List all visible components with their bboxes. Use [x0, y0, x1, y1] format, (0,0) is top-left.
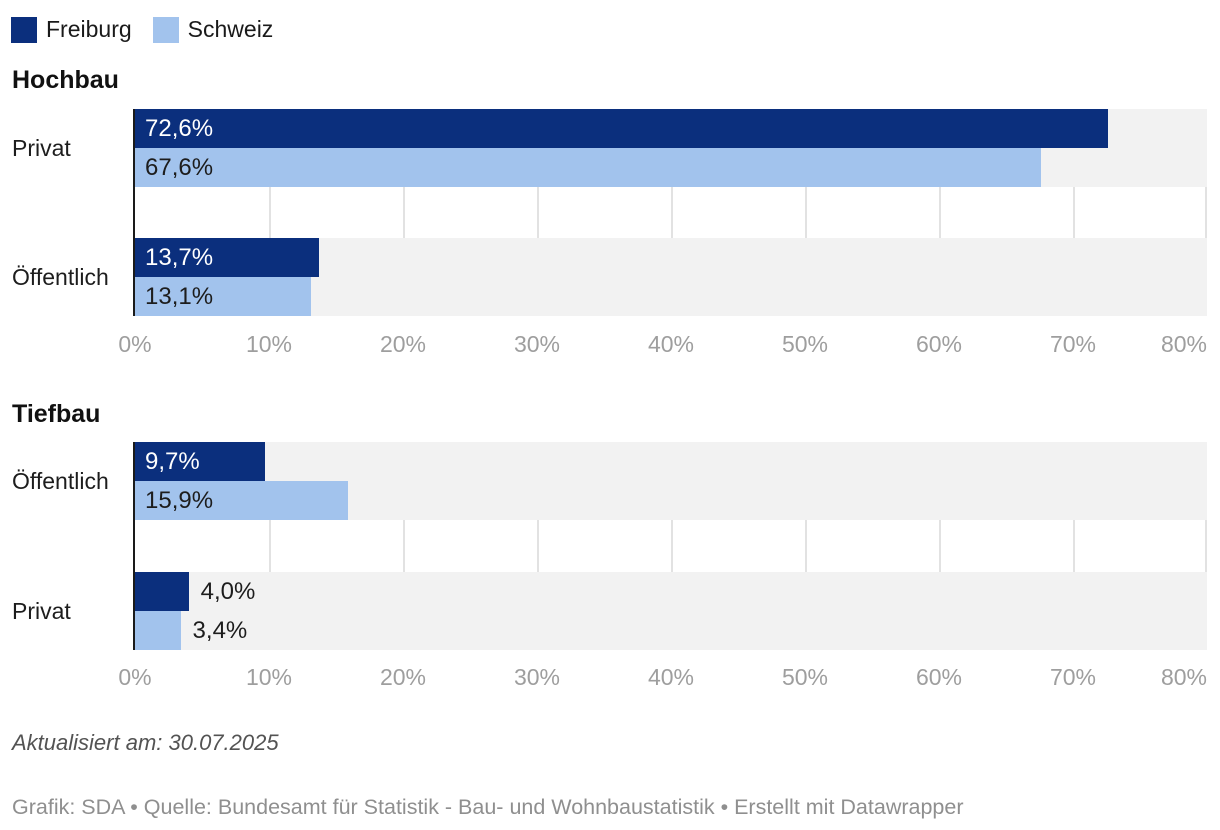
category-label-oeffentlich: Öffentlich: [12, 468, 109, 494]
gridline: [671, 442, 673, 650]
gridline: [939, 442, 941, 650]
x-axis-tick-label: 0%: [118, 664, 152, 690]
x-axis-tick-label: 30%: [513, 331, 561, 357]
x-axis-tick-label: 60%: [915, 664, 963, 690]
gridline: [1073, 442, 1075, 650]
row-band-privat: 72,6% 67,6%: [135, 109, 1207, 187]
gridline: [1205, 109, 1207, 316]
x-axis-tick-label: 10%: [245, 331, 293, 357]
bar-freiburg-oeffentlich: 9,7%: [135, 442, 265, 481]
x-axis-tick-label: 60%: [915, 331, 963, 357]
bar-schweiz-oeffentlich: 15,9%: [135, 481, 349, 520]
legend-item-freiburg: Freiburg: [11, 16, 132, 43]
row-band-privat: 4,0% 3,4%: [135, 572, 1207, 650]
x-axis-tick-label: 30%: [513, 664, 561, 690]
y-axis-line: [133, 109, 135, 316]
bar-value-label: 67,6%: [145, 153, 214, 181]
x-axis-tiefbau: 0% 10% 20% 30% 40% 50% 60% 70% 80%: [118, 663, 1207, 691]
bar-value-label: 3,4%: [192, 616, 248, 644]
x-axis-tick-label: 20%: [379, 664, 427, 690]
x-axis-tick-label: 40%: [647, 331, 695, 357]
x-axis-tick-label: 70%: [1049, 664, 1097, 690]
x-axis-tick-label: 70%: [1049, 331, 1097, 357]
bar-value-label: 15,9%: [145, 486, 214, 514]
bar-schweiz-privat: 3,4%: [135, 611, 247, 650]
bar-value-label: 13,1%: [145, 282, 214, 310]
x-axis-tick-label: 0%: [118, 331, 152, 357]
row-band-oeffentlich: 13,7% 13,1%: [135, 238, 1207, 316]
bar-value-label: 4,0%: [200, 577, 256, 605]
bar-freiburg-privat: 4,0%: [135, 572, 255, 611]
gridline: [269, 442, 271, 650]
legend-label: Freiburg: [46, 16, 132, 42]
legend: Freiburg Schweiz: [11, 16, 273, 43]
category-label-privat: Privat: [12, 598, 71, 624]
bar-value-label: 9,7%: [145, 447, 200, 475]
updated-note: Aktualisiert am: 30.07.2025: [12, 730, 279, 755]
y-axis-line: [133, 442, 135, 650]
legend-label: Schweiz: [187, 16, 274, 42]
gridline: [805, 442, 807, 650]
gridline: [671, 109, 673, 316]
bar-schweiz-privat: 67,6%: [135, 148, 1041, 187]
legend-swatch-schweiz: [152, 16, 179, 43]
x-axis-tick-label: 50%: [781, 331, 829, 357]
gridline: [805, 109, 807, 316]
legend-swatch-freiburg: [11, 16, 37, 43]
category-label-privat: Privat: [12, 135, 71, 161]
x-axis-tick-label: 20%: [379, 331, 427, 357]
gridline: [537, 442, 539, 650]
gridline: [1073, 109, 1075, 316]
gridline: [537, 109, 539, 316]
x-axis-tick-label: 80%: [1160, 664, 1207, 690]
bar-value-label: 13,7%: [145, 243, 214, 271]
gridline: [939, 109, 941, 316]
gridline: [403, 442, 405, 650]
category-label-oeffentlich: Öffentlich: [12, 264, 109, 290]
gridline: [269, 109, 271, 316]
x-axis-tick-label: 50%: [781, 664, 829, 690]
attribution-byline: Grafik: SDA • Quelle: Bundesamt für Stat…: [12, 795, 964, 819]
legend-item-schweiz: Schweiz: [152, 16, 274, 43]
section-title-tiefbau: Tiefbau: [12, 400, 101, 428]
x-axis-tick-label: 80%: [1160, 331, 1207, 357]
gridline: [403, 109, 405, 316]
section-title-hochbau: Hochbau: [12, 66, 119, 94]
x-axis-tick-label: 10%: [245, 664, 293, 690]
x-axis-hochbau: 0% 10% 20% 30% 40% 50% 60% 70% 80%: [118, 330, 1207, 358]
gridline: [1205, 442, 1207, 650]
row-band-oeffentlich: 9,7% 15,9%: [135, 442, 1207, 520]
bar-schweiz-oeffentlich: 13,1%: [135, 277, 311, 316]
bar-value-label: 72,6%: [145, 114, 214, 142]
plot-area-hochbau: 72,6% 67,6% 13,7% 13,1%: [133, 109, 1207, 316]
plot-area-tiefbau: 9,7% 15,9% 4,0% 3,4%: [133, 442, 1207, 650]
x-axis-tick-label: 40%: [647, 664, 695, 690]
bar-freiburg-oeffentlich: 13,7%: [135, 238, 319, 277]
bar-freiburg-privat: 72,6%: [135, 109, 1108, 148]
